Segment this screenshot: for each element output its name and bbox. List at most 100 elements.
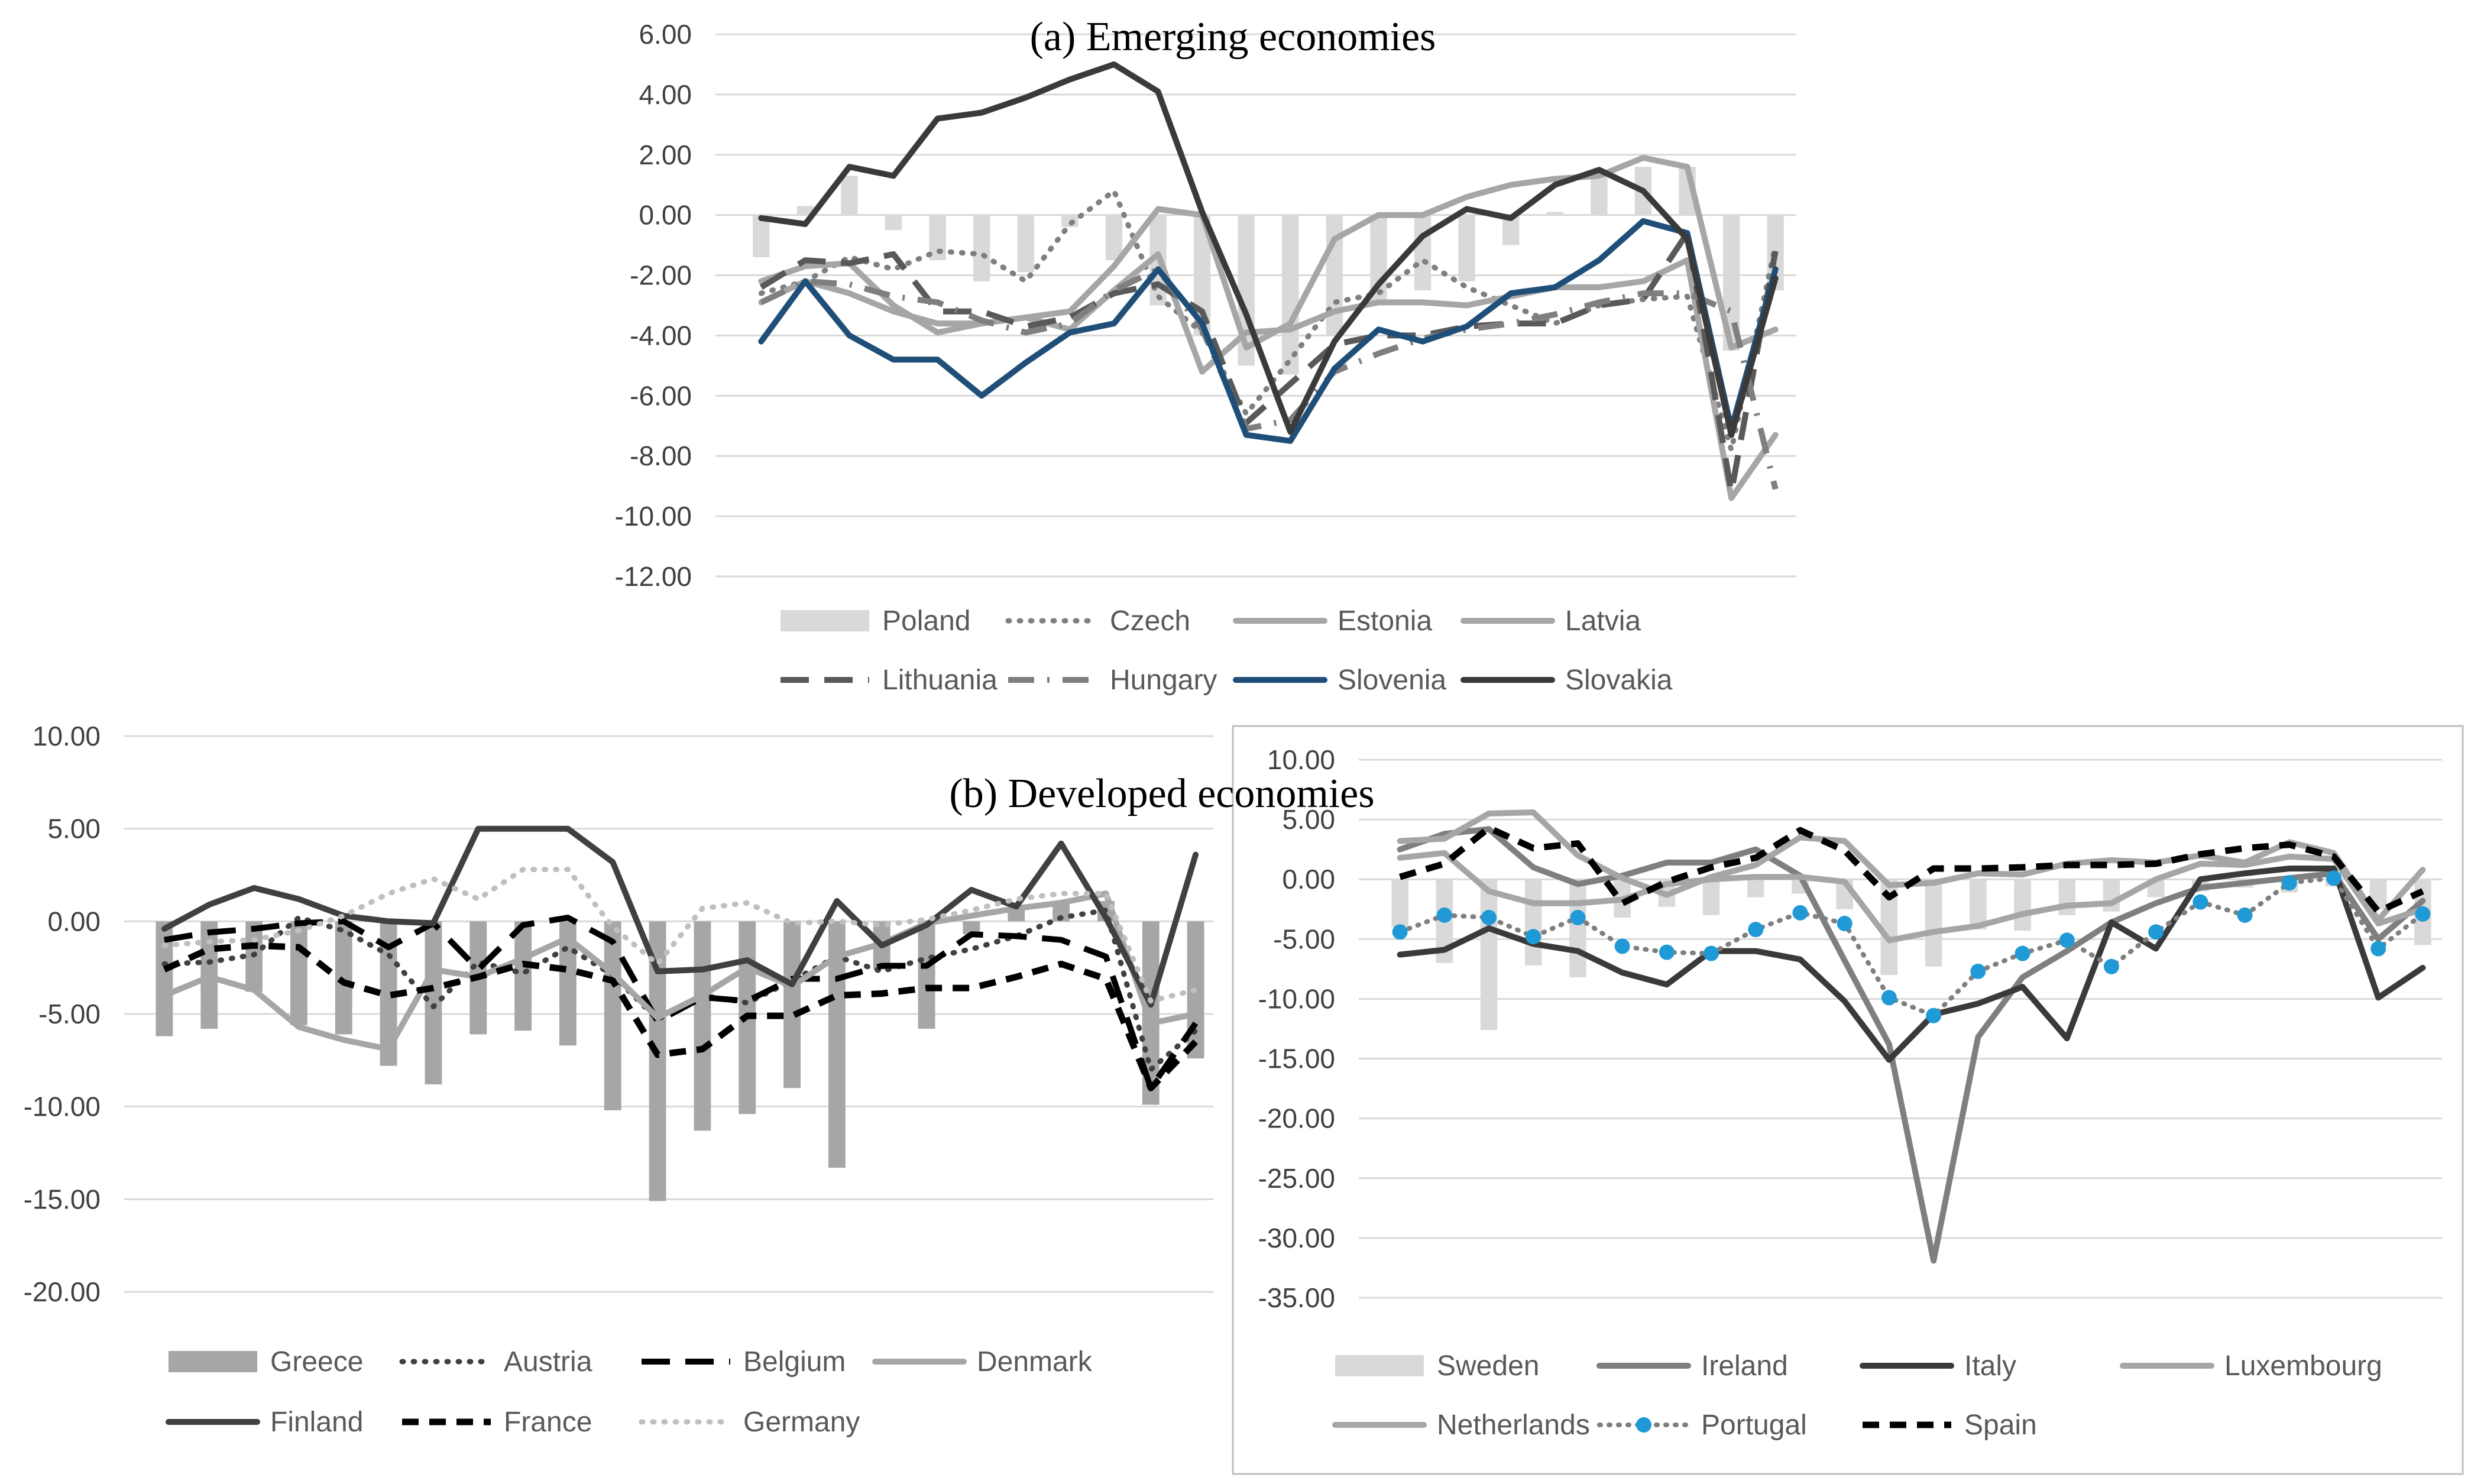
bar-greece (963, 921, 980, 935)
marker-portugal (1436, 907, 1452, 923)
line-finland (161, 825, 1199, 1008)
bar-greece (514, 921, 532, 1031)
bar-sweden (1480, 879, 1498, 1031)
chart-developed-right-ytick-label: -15.00 (1258, 1044, 1335, 1074)
bar-greece (918, 921, 935, 1029)
bar-sweden (2058, 879, 2076, 915)
chart-emerging-ytick-label: 6.00 (639, 19, 692, 50)
bar-greece (335, 921, 352, 1035)
marker-portugal (1481, 909, 1497, 925)
legend-label-germany: Germany (743, 1407, 860, 1438)
chart-emerging-ytick-label: -2.00 (630, 260, 692, 291)
legend-swatch-sweden (1335, 1355, 1424, 1376)
marker-portugal (2326, 870, 2342, 886)
marker-portugal (2415, 906, 2431, 922)
line-netherlands (1397, 850, 2426, 944)
line-slovenia (758, 218, 1779, 444)
chart-developed-right-ytick-label: 5.00 (1282, 804, 1335, 835)
chart-developed-left-ytick-label: 5.00 (47, 814, 101, 844)
legend-label-spain: Spain (1964, 1410, 2037, 1441)
chart-developed-right-yticks: 10.00 5.00 0.00 -5.00 -10.00 -15.00 -20.00 -25.… (1258, 744, 1335, 1313)
line-portugal (1397, 876, 2425, 1018)
legend-label-hungary: Hungary (1110, 665, 1217, 696)
chart-developed-right-ytick-label: -35.00 (1258, 1282, 1335, 1313)
legend-label-denmark: Denmark (977, 1346, 1093, 1378)
marker-portugal (1926, 1007, 1942, 1023)
marker-portugal (2015, 945, 2030, 961)
bar-poland (1414, 215, 1432, 291)
marker-portugal (1526, 929, 1541, 945)
chart-developed-left-ytick-label: 10.00 (33, 721, 101, 751)
chart-developed-title: (b) Developed economies (949, 771, 1374, 816)
chart-developed-left-ytick-label: -5.00 (38, 999, 101, 1029)
bar-poland (973, 215, 990, 281)
bar-sweden (1970, 879, 1987, 930)
bar-sweden (1702, 879, 1720, 915)
bar-poland (841, 176, 858, 215)
line-denmark (161, 890, 1199, 1052)
chart-developed-right-ytick-label: -20.00 (1258, 1103, 1335, 1134)
chart-developed-left-ytick-label: -15.00 (24, 1184, 101, 1214)
marker-portugal (1837, 916, 1853, 932)
bar-poland (1105, 215, 1123, 261)
chart-developed-right-ytick-label: 0.00 (1282, 864, 1335, 895)
bar-greece (604, 921, 621, 1110)
chart-developed-right-lines (1392, 809, 2431, 1264)
legend-label-italy: Italy (1964, 1350, 2016, 1382)
legend-label-greece: Greece (270, 1346, 363, 1378)
chart-developed-right-frame (1232, 725, 2464, 1475)
marker-portugal (2370, 941, 2386, 957)
bar-sweden (1747, 879, 1764, 897)
bar-poland (1458, 215, 1475, 281)
chart-developed-left-legend: Greece Austria Belgium Denmark Finland France… (166, 1346, 1093, 1438)
bar-greece (783, 921, 801, 1088)
chart-developed-left-ytick-label: -20.00 (24, 1276, 101, 1307)
legend-label-luxembourg: Luxembourg (2224, 1350, 2382, 1382)
marker-portugal (2148, 924, 2164, 940)
chart-developed-left-ytick-label: -10.00 (24, 1091, 101, 1122)
marker-portugal (1748, 922, 1764, 938)
legend-label-ireland: Ireland (1701, 1350, 1788, 1382)
chart-emerging-ytick-label: 4.00 (639, 79, 692, 110)
chart-emerging-lines (758, 61, 1779, 501)
bar-poland (1282, 215, 1299, 375)
chart-developed-right-legend: Sweden Ireland Italy Luxembourg Netherlands P… (1332, 1350, 2382, 1441)
marker-portugal (2059, 932, 2075, 948)
chart-emerging-ytick-label: -6.00 (630, 380, 692, 411)
bar-poland (753, 215, 770, 257)
legend-label-estonia: Estonia (1337, 605, 1432, 637)
marker-portugal (1792, 905, 1808, 921)
marker-portugal (1392, 924, 1408, 940)
line-lithuania (759, 230, 1779, 495)
bar-poland (796, 206, 814, 215)
chart-developed-right-ytick-label: -10.00 (1258, 983, 1335, 1014)
chart-emerging-ytick-label: -12.00 (615, 561, 692, 592)
chart-developed-right-ytick-label: -30.00 (1258, 1223, 1335, 1253)
line-spain (1399, 824, 2424, 915)
chart-developed-left-yticks: 10.00 5.00 0.00 -5.00 -10.00 -15.00 -20.00 (24, 721, 101, 1307)
marker-portugal (2103, 958, 2119, 974)
marker-portugal (1881, 990, 1897, 1006)
bar-greece (1008, 910, 1025, 922)
chart-emerging-ytick-label: 2.00 (639, 140, 692, 170)
marker-portugal (1570, 909, 1586, 925)
legend-label-austria: Austria (504, 1346, 592, 1378)
legend-label-slovakia: Slovakia (1565, 665, 1673, 696)
chart-emerging-ytick-label: -8.00 (630, 440, 692, 471)
chart-emerging-title: (a) Emerging economies (1030, 14, 1436, 60)
legend-label-czech: Czech (1110, 605, 1190, 637)
legend-label-sweden: Sweden (1437, 1350, 1539, 1382)
bar-sweden (1569, 879, 1586, 978)
line-ireland (1397, 826, 2426, 1264)
chart-emerging-yticks: 6.00 4.00 2.00 0.00 -2.00 -4.00 -6.00 -8.00 -10.… (615, 19, 692, 592)
bar-sweden (2014, 879, 2031, 931)
bar-sweden (1524, 879, 1542, 965)
marker-portugal (1970, 963, 1986, 979)
chart-emerging-ytick-label: 0.00 (639, 200, 692, 231)
line-germany (161, 867, 1199, 1004)
legend-label-poland: Poland (882, 605, 970, 637)
line-latvia (758, 251, 1779, 501)
marker-portugal (2237, 907, 2253, 923)
bar-greece (425, 921, 442, 1085)
